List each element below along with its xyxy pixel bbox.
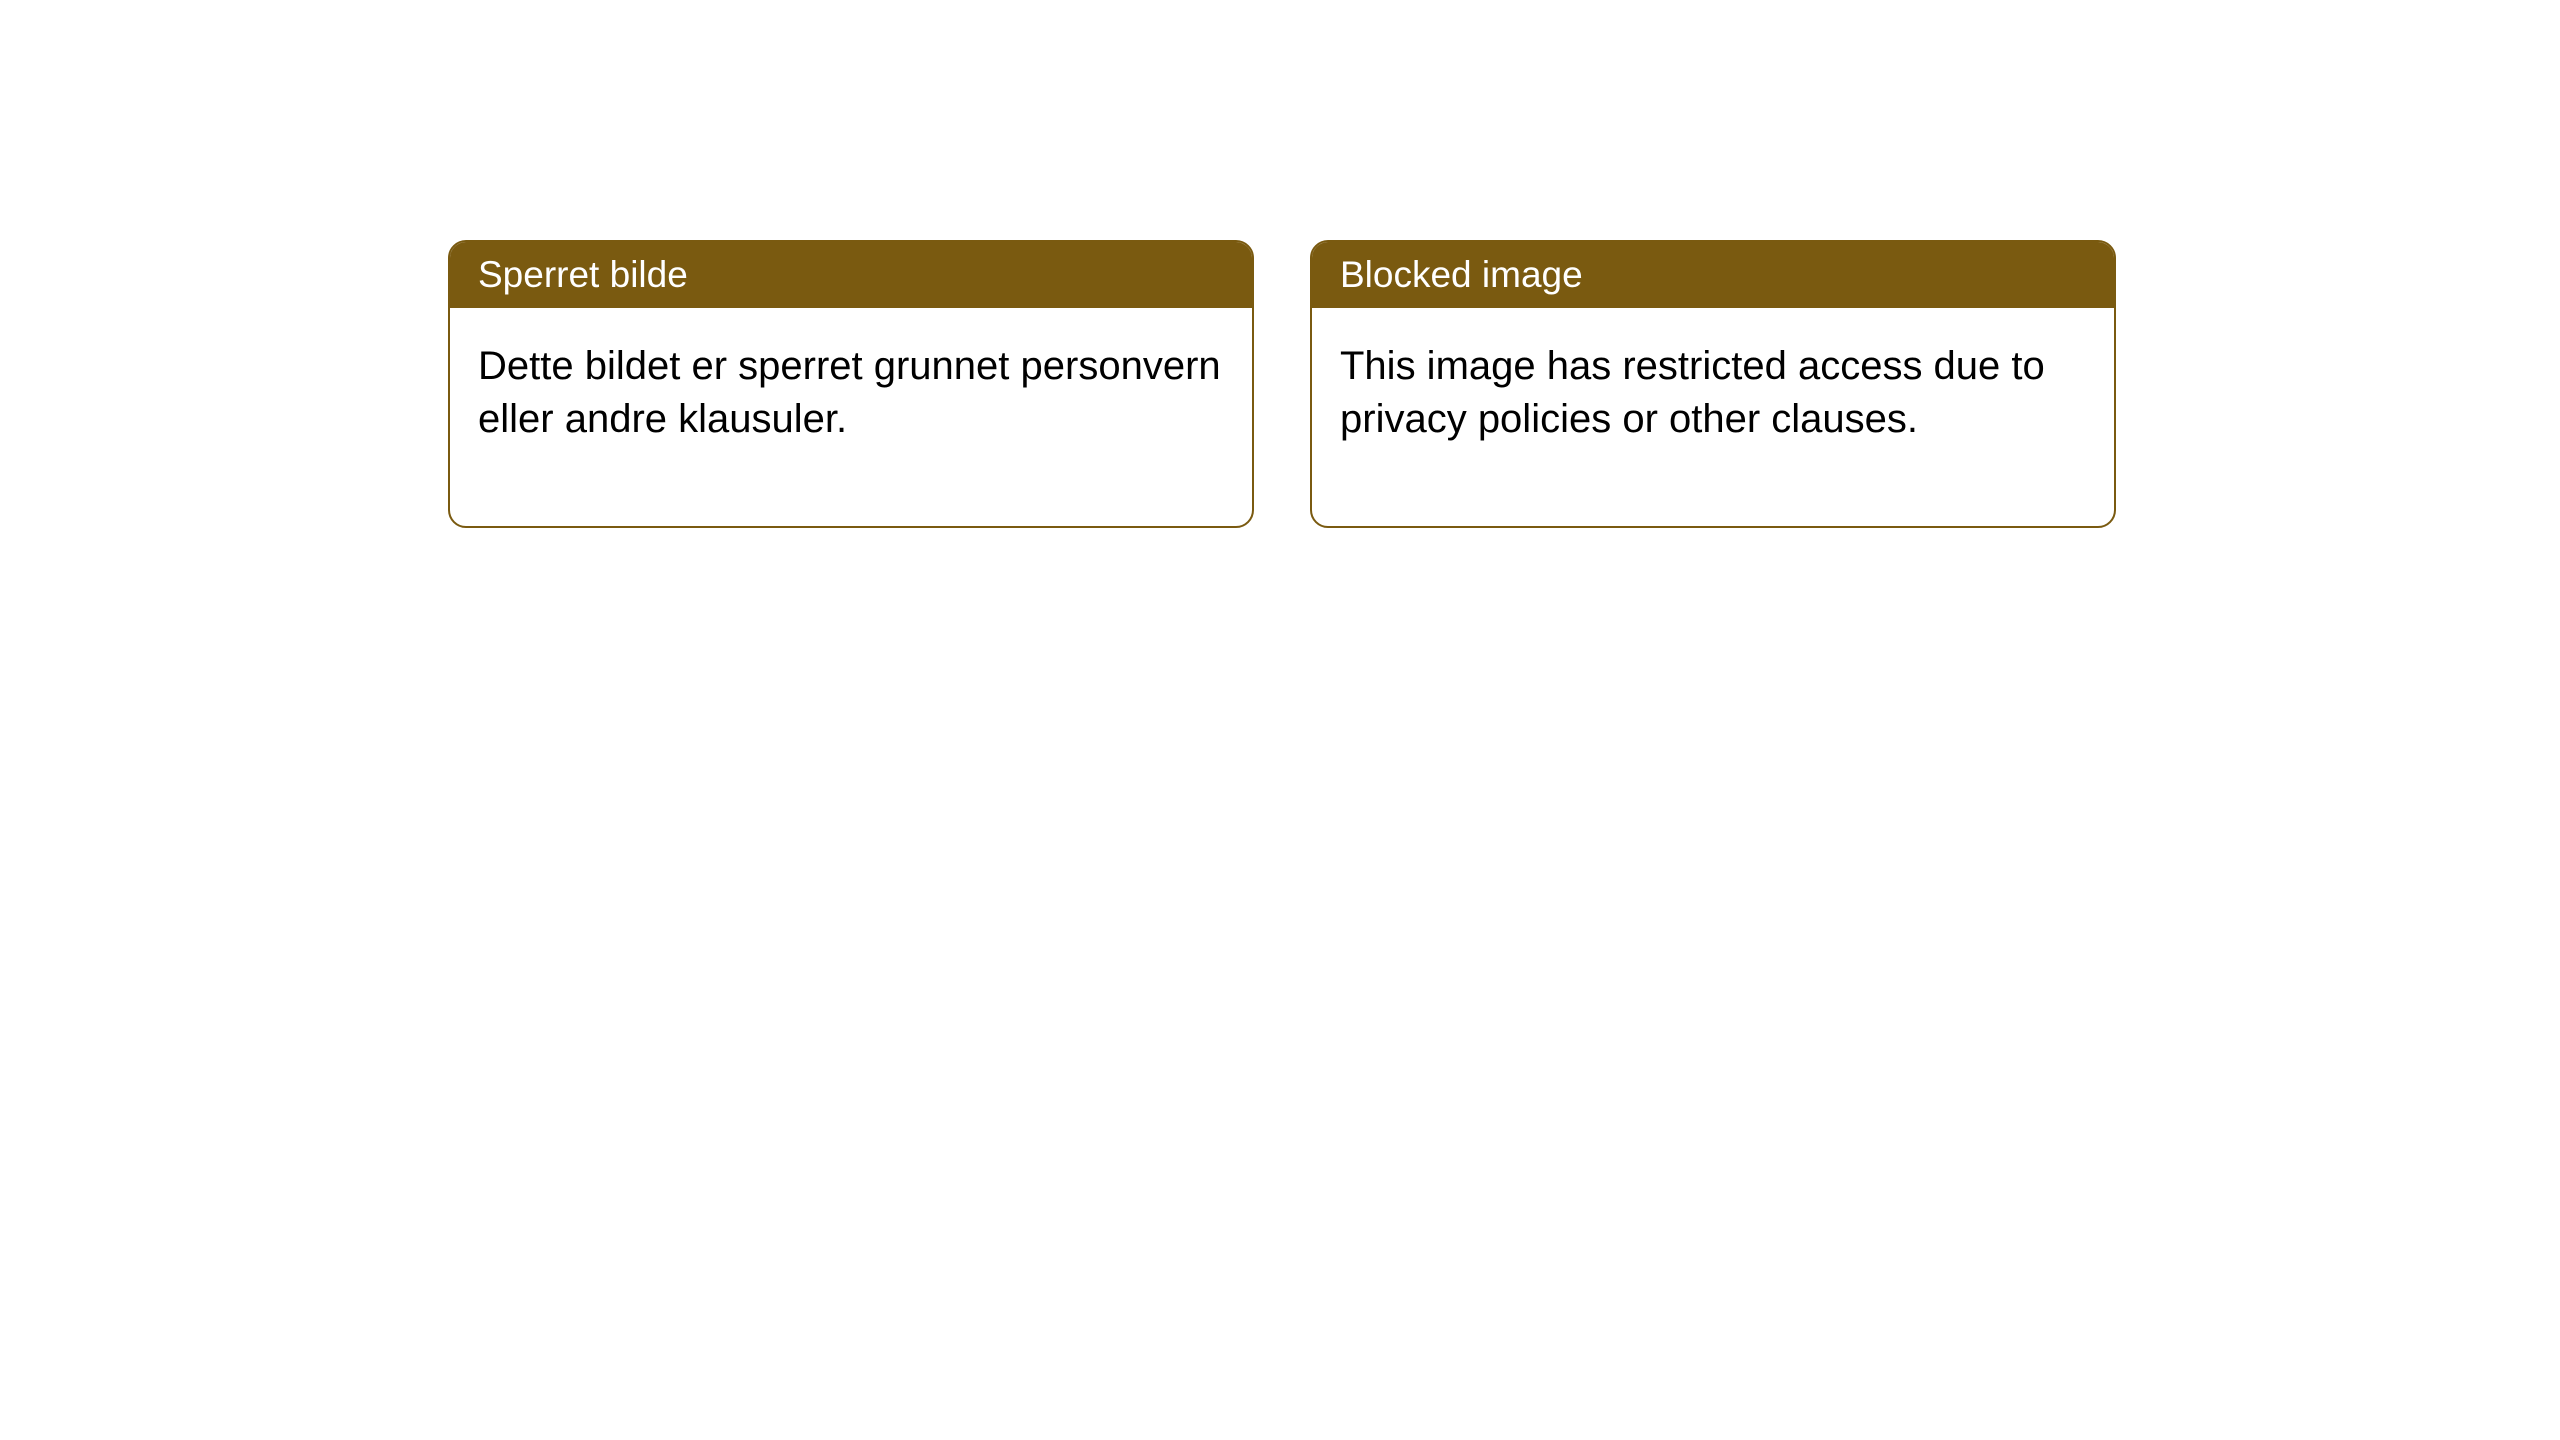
notice-card-message: Dette bildet er sperret grunnet personve… [478,344,1221,441]
notice-card-norwegian: Sperret bilde Dette bildet er sperret gr… [448,240,1254,528]
notice-card-message: This image has restricted access due to … [1340,344,2045,441]
notice-card-header: Sperret bilde [450,242,1252,308]
notice-container: Sperret bilde Dette bildet er sperret gr… [0,0,2560,528]
notice-card-english: Blocked image This image has restricted … [1310,240,2116,528]
notice-card-title: Sperret bilde [478,254,688,295]
notice-card-title: Blocked image [1340,254,1583,295]
notice-card-body: This image has restricted access due to … [1312,308,2114,526]
notice-card-body: Dette bildet er sperret grunnet personve… [450,308,1252,526]
notice-card-header: Blocked image [1312,242,2114,308]
